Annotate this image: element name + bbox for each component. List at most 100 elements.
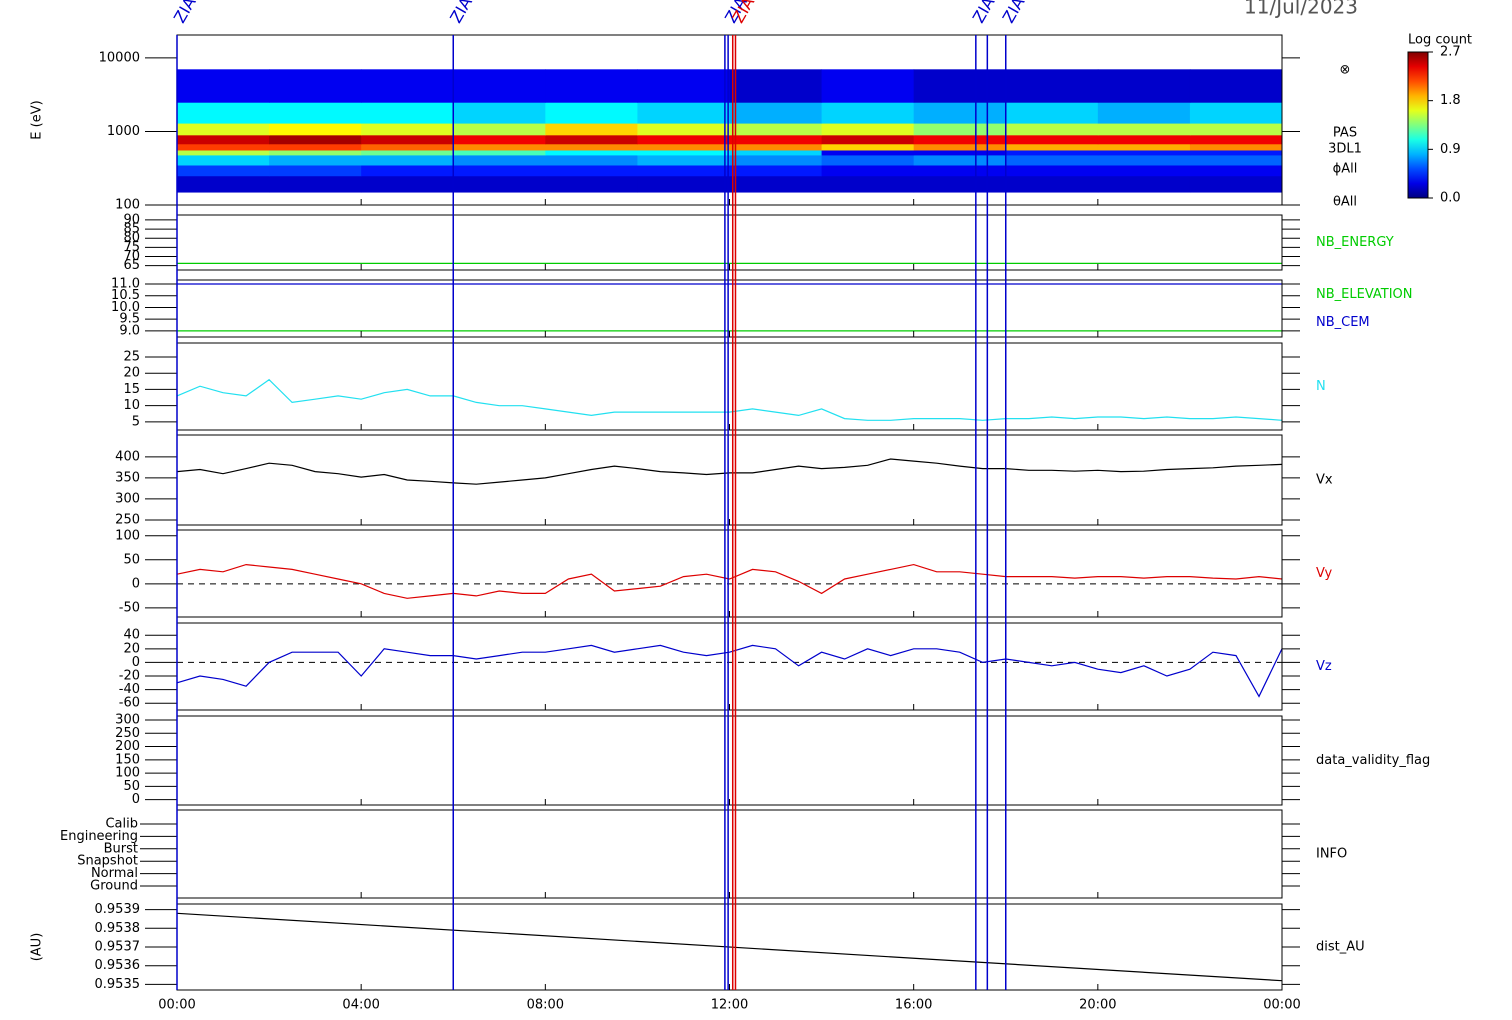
y-tick-label: 100 <box>115 198 140 213</box>
y-tick-label: 200 <box>115 739 140 754</box>
spectrogram-cell <box>1189 154 1283 166</box>
spectrogram-cell <box>1189 123 1283 136</box>
spectrogram-cell <box>177 164 270 177</box>
spectrogram-cell <box>1097 149 1191 156</box>
spectrogram-cell <box>453 164 546 177</box>
x-tick-label: 00:00 <box>1263 998 1300 1013</box>
panel-frame <box>176 715 1283 806</box>
spectrogram-cell <box>1189 149 1283 156</box>
spectrogram-cell <box>1097 154 1191 166</box>
y-tick-label: 85 <box>123 222 140 237</box>
colorbar-tick-label: 0.9 <box>1440 142 1461 157</box>
spectrogram-cell <box>269 154 362 166</box>
y-tick-label: 70 <box>123 249 140 264</box>
spectrogram-cell <box>361 164 454 177</box>
spectrogram-cell <box>1005 134 1099 145</box>
x-tick-label: 08:00 <box>527 998 564 1013</box>
spectrogram-cell <box>821 149 915 156</box>
category-label: Normal <box>91 866 138 881</box>
spectrogram-cell <box>361 149 454 156</box>
y-tick-label: -60 <box>119 696 140 711</box>
y-tick-label: 100 <box>115 528 140 543</box>
spectrogram-cell <box>1005 164 1099 177</box>
spectrogram-cell <box>453 143 546 151</box>
spectrogram-cell <box>821 143 915 151</box>
spectrogram-cell <box>269 123 362 136</box>
spectrogram-cell <box>1189 69 1283 103</box>
spectrogram-cell <box>637 164 730 177</box>
spectrogram-cell <box>1097 164 1191 177</box>
spectrogram-cell <box>637 143 730 151</box>
panel-label: data_validity_flag <box>1316 753 1430 768</box>
y-tick-label: 40 <box>123 628 140 643</box>
spectrogram-cell <box>453 175 546 193</box>
spectrogram-cell <box>269 149 362 156</box>
spectrogram-cell <box>729 164 823 177</box>
spectrogram-cell <box>729 149 823 156</box>
colorbar <box>1407 51 1429 199</box>
spectrogram-cell <box>545 149 638 156</box>
colorbar-tick-label: 0.0 <box>1440 191 1461 206</box>
spectrogram-cell <box>177 123 270 136</box>
y-tick-label: 0 <box>132 792 140 807</box>
x-tick-label: 20:00 <box>1079 998 1116 1013</box>
spectrogram-cell <box>637 134 730 145</box>
event-label: ZIAS <box>170 0 205 26</box>
spectrogram-cell <box>821 175 915 193</box>
colorbar-title: Log count <box>1408 33 1472 48</box>
spectrogram-cell <box>361 123 454 136</box>
y-tick-label: 1000 <box>107 124 140 139</box>
spectrogram-cell <box>637 175 730 193</box>
spectrogram-cell <box>545 175 638 193</box>
spectrogram-cell <box>545 123 638 136</box>
spectrogram-cell <box>545 164 638 177</box>
spectrogram-cell <box>1189 102 1283 124</box>
series-label: N <box>1316 379 1326 394</box>
y-tick-label: 75 <box>123 240 140 255</box>
spectrogram-cell <box>453 134 546 145</box>
spectrogram-cell <box>1097 175 1191 193</box>
series-line <box>176 563 1283 599</box>
y-tick-label: 90 <box>123 212 140 227</box>
category-label: Engineering <box>60 829 138 844</box>
spectrogram-cell <box>729 134 823 145</box>
spectrogram-cell <box>821 154 915 166</box>
spectrogram-cell <box>269 134 362 145</box>
spectrogram-cell <box>269 164 362 177</box>
spectrogram-cell <box>1005 143 1099 151</box>
panel-frame <box>176 279 1283 338</box>
y-tick-label: 0.9535 <box>95 977 141 992</box>
series-label: dist_AU <box>1316 940 1365 955</box>
spectrogram-cell <box>1189 134 1283 145</box>
spectrogram-cell <box>913 69 1007 103</box>
spectrogram-cell <box>453 149 546 156</box>
y-tick-label: 0 <box>132 576 140 591</box>
y-tick-label: 100 <box>115 766 140 781</box>
side-label: PAS <box>1333 126 1357 141</box>
y-tick-label: 50 <box>123 779 140 794</box>
y-tick-label: 65 <box>123 258 140 273</box>
spectrogram-cell <box>361 143 454 151</box>
y-tick-label: 0.9538 <box>95 921 141 936</box>
spectrogram-cell <box>637 149 730 156</box>
spectrogram-cell <box>361 175 454 193</box>
spectrogram-cell <box>913 164 1007 177</box>
event-label: ZIAS <box>999 0 1034 26</box>
spectrogram-cell <box>729 143 823 151</box>
y-tick-label: -20 <box>119 669 140 684</box>
y-tick-label: 0.9537 <box>95 940 141 955</box>
spectrogram-cell <box>913 102 1007 124</box>
y-tick-label: -50 <box>119 600 140 615</box>
category-label: Calib <box>105 817 138 832</box>
spectrogram-cell <box>821 134 915 145</box>
spectrogram-cell <box>177 149 270 156</box>
spectrogram-cell <box>1005 154 1099 166</box>
spectrogram-cell <box>637 123 730 136</box>
y-tick-label: 25 <box>123 349 140 364</box>
series-line <box>176 912 1283 982</box>
spectrogram-cell <box>177 134 270 145</box>
spectrogram-cell <box>637 154 730 166</box>
x-tick-label: 16:00 <box>895 998 932 1013</box>
spectrogram-cell <box>361 154 454 166</box>
y-tick-label: 50 <box>123 552 140 567</box>
